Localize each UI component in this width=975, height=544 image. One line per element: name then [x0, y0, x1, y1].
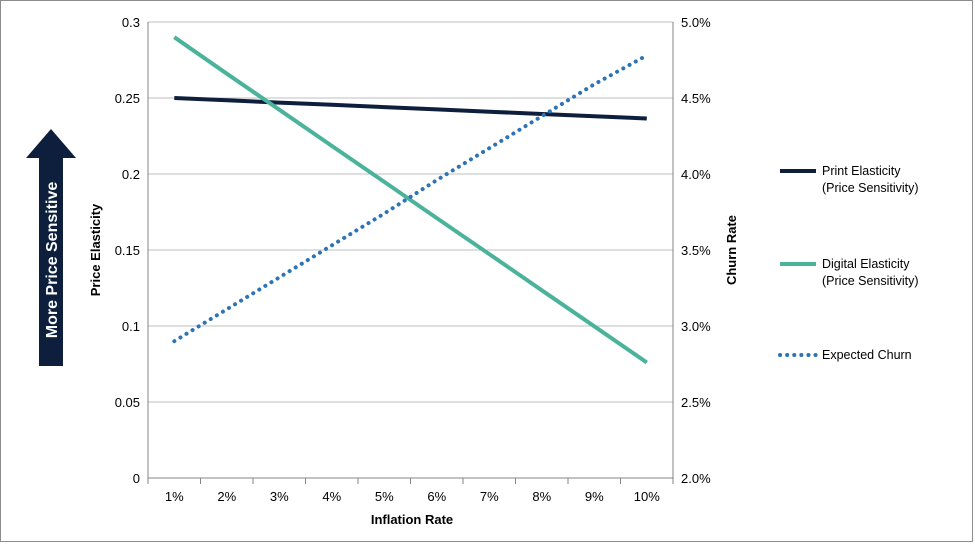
x-tick-label: 5% [375, 489, 394, 504]
y-axis-title: Price Elasticity [88, 203, 103, 296]
y2-tick-label: 4.0% [681, 167, 711, 182]
x-tick-label: 1% [165, 489, 184, 504]
series-line-1 [174, 96, 647, 121]
price-sensitivity-arrow: More Price Sensitive [26, 129, 76, 366]
x-tick-label: 6% [427, 489, 446, 504]
x-axis-title: Inflation Rate [371, 512, 453, 527]
series-line-3 [172, 53, 649, 344]
series-line-2 [173, 35, 648, 365]
y-tick-label: 0.05 [115, 395, 140, 410]
arrow-label: More Price Sensitive [44, 182, 61, 339]
up-arrow-icon [26, 129, 76, 366]
y2-tick-label: 2.0% [681, 471, 711, 486]
x-tick-label: 10% [634, 489, 660, 504]
x-tick-label: 2% [217, 489, 236, 504]
y-tick-label: 0 [133, 471, 140, 486]
y2-tick-label: 3.5% [681, 243, 711, 258]
y2-tick-label: 2.5% [681, 395, 711, 410]
y2-tick-label: 5.0% [681, 15, 711, 30]
axes [147, 22, 674, 484]
y-tick-label: 0.3 [122, 15, 140, 30]
y2-axis-title: Churn Rate [724, 215, 739, 285]
legend-label: Expected Churn [822, 348, 912, 362]
y-tick-label: 0.2 [122, 167, 140, 182]
y2-tick-label: 4.5% [681, 91, 711, 106]
y2-tick-label: 3.0% [681, 319, 711, 334]
x-tick-label: 7% [480, 489, 499, 504]
y-tick-labels: 0 0.05 0.1 0.15 0.2 0.25 0.3 [115, 15, 140, 486]
legend-label: Digital Elasticity (Price Sensitivity) [822, 257, 919, 288]
x-tick-label: 4% [322, 489, 341, 504]
x-tick-label: 9% [585, 489, 604, 504]
y-tick-label: 0.25 [115, 91, 140, 106]
y2-tick-labels: 2.0% 2.5% 3.0% 3.5% 4.0% 4.5% 5.0% [681, 15, 711, 486]
y-tick-label: 0.15 [115, 243, 140, 258]
x-tick-label: 3% [270, 489, 289, 504]
x-tick-label: 8% [532, 489, 551, 504]
x-tick-labels: 1% 2% 3% 4% 5% 6% 7% 8% 9% 10% [165, 489, 660, 504]
legend: Print Elasticity (Price Sensitivity) Digit… [778, 164, 919, 362]
gridlines [148, 21, 673, 403]
legend-label: Print Elasticity (Price Sensitivity) [822, 164, 919, 195]
y-tick-label: 0.1 [122, 319, 140, 334]
series-lines [172, 35, 649, 365]
